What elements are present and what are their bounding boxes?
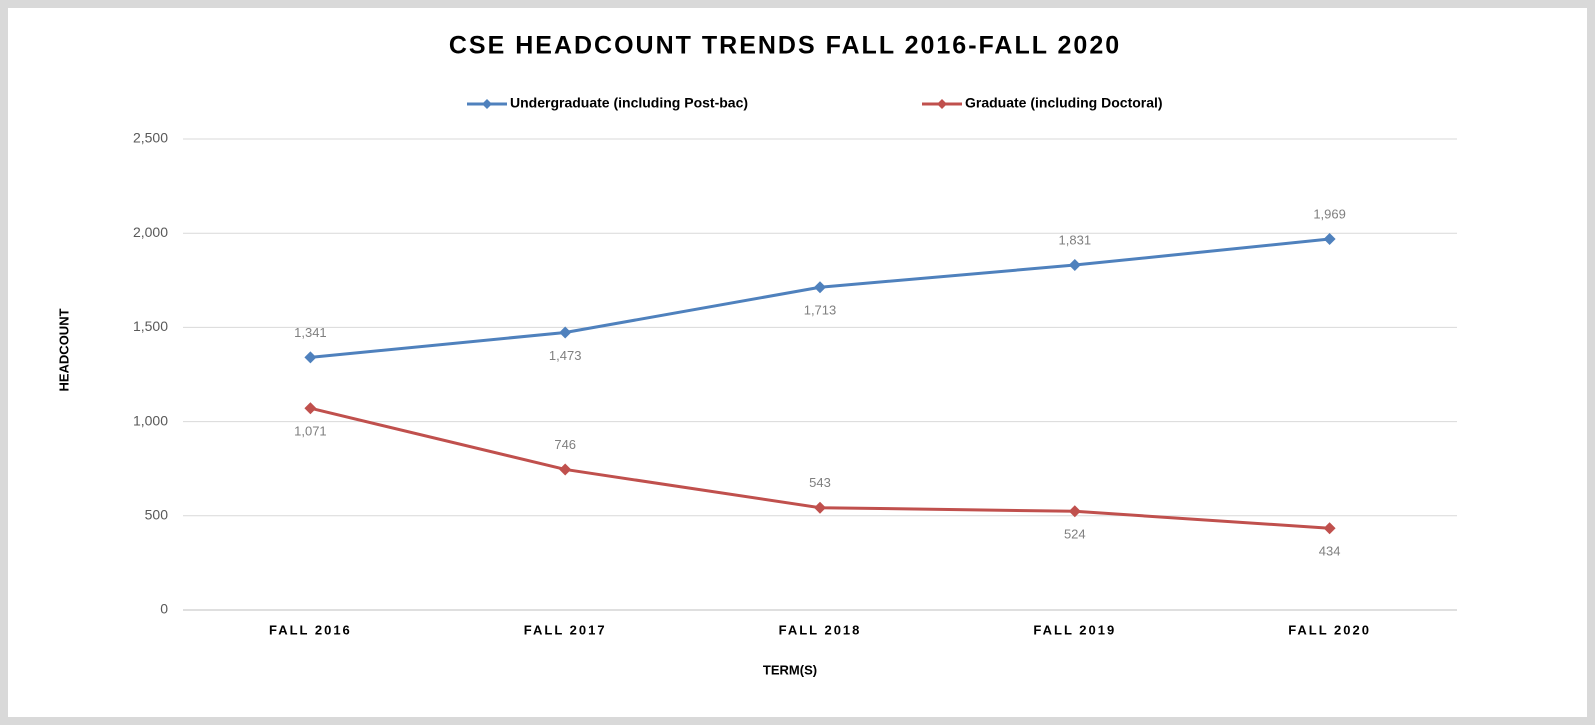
- marker: [1068, 505, 1081, 518]
- legend-label: Undergraduate (including Post-bac): [510, 95, 748, 111]
- marker: [814, 501, 826, 514]
- x-axis-title: TERM(S): [763, 662, 817, 677]
- marker: [559, 326, 572, 339]
- data-label: 524: [1064, 527, 1086, 542]
- y-tick-label: 1,500: [133, 318, 168, 334]
- chart-title: CSE HEADCOUNT TRENDS FALL 2016-FALL 2020: [449, 32, 1121, 60]
- y-tick-label: 500: [145, 507, 169, 523]
- y-tick-label: 2,000: [133, 224, 168, 240]
- data-label: 1,831: [1059, 232, 1092, 247]
- legend-marker: [482, 99, 492, 109]
- y-tick-label: 0: [160, 601, 168, 617]
- marker: [1323, 233, 1336, 246]
- marker: [814, 281, 826, 294]
- x-tick-label: FALL 2017: [524, 622, 607, 637]
- marker: [559, 463, 572, 476]
- x-tick-label: FALL 2018: [779, 622, 862, 637]
- marker: [1323, 522, 1336, 535]
- x-tick-label: FALL 2016: [269, 622, 352, 637]
- legend-label: Graduate (including Doctoral): [965, 95, 1163, 111]
- data-label: 1,969: [1313, 206, 1346, 221]
- data-label: 543: [809, 475, 831, 490]
- x-tick-label: FALL 2020: [1288, 622, 1371, 637]
- legend-marker: [937, 99, 947, 109]
- data-label: 1,713: [804, 303, 837, 318]
- y-axis-title: HEADCOUNT: [56, 308, 71, 391]
- data-label: 1,473: [549, 348, 582, 363]
- marker: [1068, 259, 1081, 272]
- data-label: 434: [1319, 544, 1341, 559]
- data-label: 1,071: [294, 424, 327, 439]
- y-tick-label: 1,000: [133, 412, 168, 428]
- x-tick-label: FALL 2019: [1033, 622, 1116, 637]
- y-tick-label: 2,500: [133, 130, 168, 146]
- data-label: 746: [554, 437, 576, 452]
- marker: [304, 402, 317, 415]
- data-label: 1,341: [294, 325, 327, 340]
- marker: [304, 351, 317, 364]
